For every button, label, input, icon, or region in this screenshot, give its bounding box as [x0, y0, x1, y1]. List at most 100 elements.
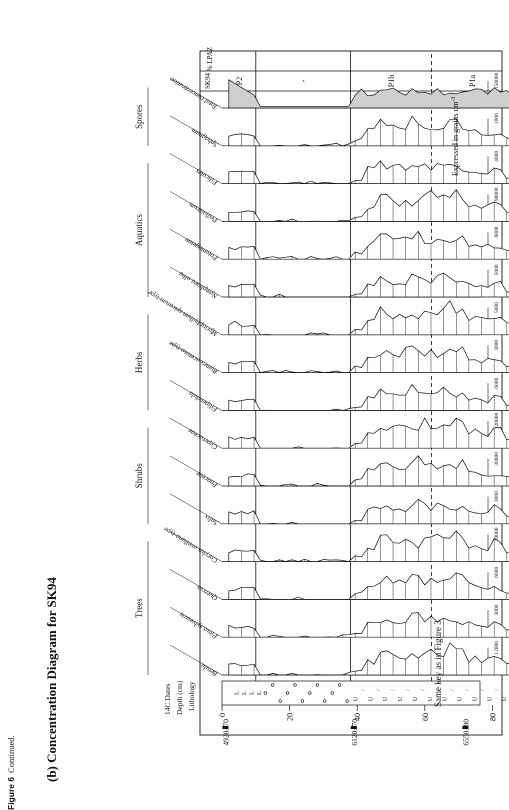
lithology-symbol: [315, 683, 319, 687]
taxon-profile: [228, 530, 509, 562]
scale-max: 3000: [494, 491, 500, 502]
lithology-column: [221, 680, 481, 706]
lithology-symbol: /: [435, 689, 441, 691]
leader-line: [169, 304, 223, 336]
leader-line: [169, 569, 223, 600]
taxon-name: Rumex acetosa-type: [167, 339, 220, 376]
taxon-name: Nymphaea alba: [177, 270, 220, 301]
zone-header: % LPAZ: [206, 47, 214, 71]
caption-text: Continued.: [6, 735, 16, 773]
lithology-symbol: [263, 691, 267, 695]
taxon-profile: [228, 115, 509, 147]
lithology-symbol: [285, 691, 290, 695]
lithology-symbol: U: [458, 696, 464, 701]
taxon-profile: [228, 160, 509, 184]
lithology-symbol: [330, 691, 334, 695]
leader-line: [169, 153, 223, 184]
taxon-profile: [228, 300, 509, 336]
leader-line: [169, 493, 223, 525]
lithology-symbol: /: [450, 689, 456, 691]
zone-label: P1a: [468, 75, 477, 87]
taxon-name: Potamogeton: [183, 235, 220, 262]
leader-line: [169, 115, 223, 147]
lithology-symbol: U: [353, 696, 359, 701]
scale-max: 6000: [494, 377, 500, 388]
lithology-symbol: [323, 699, 327, 703]
taxon-name: Filicales: [194, 167, 220, 187]
scale-max: 90000: [494, 187, 500, 201]
taxon-profile: [228, 612, 509, 638]
lithology-symbol: L: [242, 691, 248, 695]
scale-max: 3000: [494, 604, 500, 615]
scale-max: 12000: [494, 641, 500, 655]
taxon-profile: [228, 189, 509, 222]
lithology-symbol: /: [465, 689, 471, 691]
zone-site: SK94: [204, 73, 212, 89]
leader-line: [169, 266, 223, 298]
leader-line: [169, 191, 223, 222]
group-label: Aquatics: [134, 214, 144, 246]
leader-line: [169, 380, 223, 411]
units-note-text: Expressed in grains cm: [451, 101, 460, 176]
leader-line: [169, 644, 223, 676]
lithology-symbol: /: [391, 689, 397, 691]
taxon-curves: [228, 79, 509, 676]
depth-tick-label: 0: [218, 713, 227, 717]
taxon-profile: [228, 642, 509, 676]
lithology-symbol: /: [361, 689, 367, 691]
taxon-name: Sphagnum: [190, 126, 219, 148]
taxon-profile: [228, 498, 509, 525]
taxon-profile: [228, 272, 509, 298]
c14-date-label: 4920±70: [221, 719, 230, 746]
scale-max: 6000: [494, 226, 500, 237]
scale-max: 6000: [494, 566, 500, 577]
lithology-symbol: U: [368, 696, 374, 701]
taxon-name: Pinus sylvestris: [177, 610, 219, 641]
taxon-profile: [228, 79, 509, 109]
lithology-symbol: [345, 699, 349, 703]
lithology-symbol: U: [487, 696, 493, 701]
group-label: Herbs: [134, 351, 144, 373]
taxon-profile: [228, 455, 509, 487]
scale-max: 5000: [494, 264, 500, 275]
taxon-name: Poaceae: [194, 470, 220, 490]
scale-max: 120000: [494, 413, 500, 430]
lithology-symbol: U: [443, 696, 449, 701]
lithology-symbol: /: [376, 689, 382, 691]
depth-tick-label: 20: [286, 713, 295, 721]
c14-date-label: 6120±70: [350, 719, 359, 746]
lithology-symbol: /: [420, 689, 426, 691]
lithology-symbol: L: [257, 691, 263, 695]
leader-line: [169, 342, 223, 373]
taxon-name: Corylus avellana-type: [162, 525, 219, 565]
c14-date-marker: [462, 726, 469, 729]
lithology-symbol: U: [383, 696, 389, 701]
scale-max: 4000: [494, 151, 500, 162]
group-label: Shrubs: [134, 463, 144, 489]
taxon-name: Salix: [202, 512, 219, 527]
header-c14: 14C Dates: [163, 683, 172, 715]
lithology-symbol: U: [428, 696, 434, 701]
taxon-name: Quercus: [195, 583, 219, 602]
depth-tick-label: 60: [421, 713, 430, 721]
scale-max: 1000: [494, 113, 500, 124]
leader-line: [169, 455, 223, 487]
lithology-symbol: /: [480, 689, 486, 691]
group-label: Spores: [134, 104, 144, 129]
depth-tick-label: 40: [353, 713, 362, 721]
taxon-profile: [228, 345, 509, 373]
scale-max: 3000: [494, 340, 500, 351]
c14-date-label: 6550±80: [461, 719, 470, 746]
caption-label: Figure 6: [6, 776, 16, 810]
lithology-symbol: L: [249, 691, 255, 695]
zone-label: -: [299, 79, 308, 82]
lithology-symbol: U: [398, 696, 404, 701]
lithology-symbol: /: [406, 689, 412, 691]
scale-max: 30000: [494, 452, 500, 466]
outer-frame: [199, 50, 503, 736]
taxon-profile: [228, 230, 509, 260]
lithology-symbol: [300, 699, 305, 703]
units-note: Expressed in grains cm-3: [451, 97, 460, 176]
lithology-symbol: [278, 699, 282, 703]
